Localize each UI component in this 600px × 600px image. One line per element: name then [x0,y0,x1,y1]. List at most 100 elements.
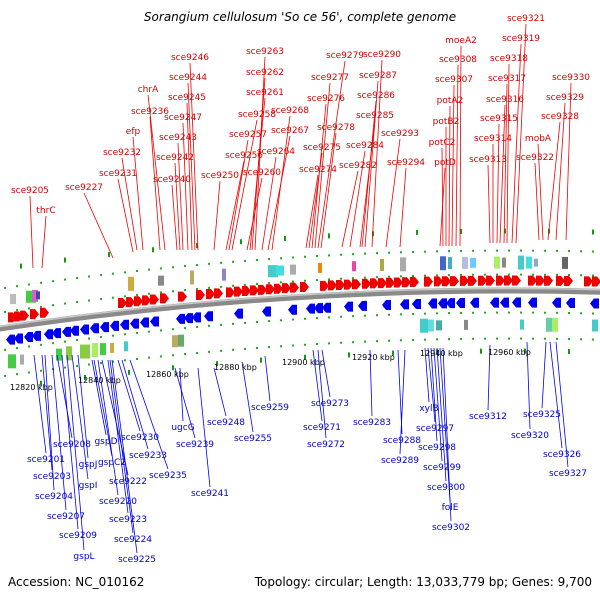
reverse-gene-label[interactable]: sce9273 [311,399,349,409]
forward-gene-label[interactable]: sce9250 [201,171,239,181]
reverse-gene-label[interactable]: sce9255 [234,434,272,444]
forward-gene-label[interactable]: sce9262 [246,68,284,78]
reverse-gene-label[interactable]: gspJ [79,460,98,470]
forward-gene-label[interactable]: sce9287 [359,71,397,81]
forward-gene-label[interactable]: sce9322 [516,153,554,163]
reverse-gene-label[interactable]: sce9326 [543,450,581,460]
forward-gene-label[interactable]: sce9240 [153,175,191,185]
forward-gene-label[interactable]: sce9277 [311,73,349,83]
forward-gene-label[interactable]: sce9264 [257,147,295,157]
forward-gene-label[interactable]: sce9231 [99,169,137,179]
forward-gene-label[interactable]: sce9293 [381,129,419,139]
forward-gene-label[interactable]: potC2 [429,138,456,148]
forward-gene-label[interactable]: sce9245 [168,93,206,103]
forward-gene-label[interactable]: sce9257 [229,130,267,140]
reverse-gene-label[interactable]: sce9283 [353,418,391,428]
reverse-gene-label[interactable]: gspC2 [98,458,126,468]
forward-gene-label[interactable]: potB2 [433,117,460,127]
forward-gene-label[interactable]: efp [126,127,141,137]
forward-gene-label[interactable]: sce9314 [474,134,512,144]
forward-gene-label[interactable]: moeA2 [445,36,477,46]
forward-gene-label[interactable]: mobA [525,134,552,144]
reverse-gene-label[interactable]: sce9327 [549,469,587,479]
reverse-gene-label[interactable]: sce9299 [423,463,461,473]
forward-gene-label[interactable]: sce9329 [546,93,584,103]
reverse-gene-label[interactable]: sce9272 [307,440,345,450]
forward-gene-label[interactable]: sce9261 [246,88,284,98]
track-dot [160,291,162,294]
reverse-gene-label[interactable]: sce9271 [303,423,341,433]
forward-gene-label[interactable]: sce9205 [11,186,49,196]
forward-gene-label[interactable]: sce9242 [156,153,194,163]
reverse-gene-label[interactable]: sce9312 [469,412,507,422]
reverse-gene-label[interactable]: sce9223 [109,515,147,525]
forward-gene-label[interactable]: sce9276 [307,94,345,104]
forward-gene-label[interactable]: sce9258 [238,110,276,120]
forward-gene-label[interactable]: sce9317 [488,74,526,84]
reverse-gene-label[interactable]: sce9288 [383,436,421,446]
forward-gene-label[interactable]: sce9307 [435,75,473,85]
forward-gene-label[interactable]: sce9290 [363,50,401,60]
forward-gene-label[interactable]: sce9244 [169,73,207,83]
forward-gene-label[interactable]: sce9315 [480,114,518,124]
reverse-gene-label[interactable]: sce9239 [176,440,214,450]
forward-gene-label[interactable]: sce9256 [225,151,263,161]
forward-gene-label[interactable]: potA2 [437,96,464,106]
forward-gene-label[interactable]: sce9268 [271,106,309,116]
reverse-gene-label[interactable]: sce9209 [59,531,97,541]
forward-gene-label[interactable]: sce9274 [299,165,337,175]
reverse-gene-label[interactable]: sce9289 [381,456,419,466]
reverse-gene-label[interactable]: ugcG [171,423,194,433]
reverse-gene-label[interactable]: sce9298 [418,443,456,453]
forward-gene-label[interactable]: sce9243 [159,133,197,143]
forward-gene-label[interactable]: sce9313 [469,155,507,165]
forward-gene-label[interactable]: sce9260 [243,168,281,178]
reverse-gene-label[interactable]: xylB [419,404,438,414]
reverse-gene-label[interactable]: sce9224 [114,535,152,545]
forward-gene-label[interactable]: sce9282 [339,161,377,171]
reverse-gene-label[interactable]: gspI [79,481,98,491]
reverse-gene-label[interactable]: sce9207 [47,512,85,522]
forward-gene-label[interactable]: sce9319 [502,34,540,44]
forward-gene-label[interactable]: sce9232 [103,148,141,158]
forward-gene-label[interactable]: sce9267 [271,126,309,136]
forward-gene-label[interactable]: sce9246 [171,53,209,63]
reverse-gene-label[interactable]: sce9204 [35,492,73,502]
forward-gene-label[interactable]: sce9278 [317,123,355,133]
reverse-gene-label[interactable]: sce9208 [53,440,91,450]
forward-gene-label[interactable]: chrA [138,85,159,95]
reverse-gene-label[interactable]: sce9233 [129,451,167,461]
forward-gene-label[interactable]: sce9227 [65,183,103,193]
reverse-gene-label[interactable]: sce9241 [191,489,229,499]
reverse-gene-label[interactable]: gspL [73,552,94,562]
forward-gene-label[interactable]: sce9294 [387,158,425,168]
forward-gene-label[interactable]: thrC [36,206,55,216]
reverse-gene-label[interactable]: sce9320 [511,431,549,441]
reverse-gene-label[interactable]: sce9235 [149,471,187,481]
forward-gene-label[interactable]: sce9316 [486,95,524,105]
reverse-gene-label[interactable]: sce9300 [427,483,465,493]
reverse-gene-label[interactable]: sce9302 [432,523,470,533]
forward-gene-label[interactable]: sce9321 [507,14,545,24]
forward-gene-label[interactable]: sce9263 [246,47,284,57]
reverse-gene-label[interactable]: sce9297 [416,424,454,434]
reverse-gene-label[interactable]: sce9220 [99,497,137,507]
forward-gene-label[interactable]: sce9318 [490,54,528,64]
reverse-gene-label[interactable]: gspD [94,437,117,447]
reverse-gene-label[interactable]: sce9230 [121,433,159,443]
reverse-gene-label[interactable]: sce9248 [207,418,245,428]
reverse-gene-label[interactable]: sce9201 [27,455,65,465]
forward-gene-label[interactable]: sce9328 [541,112,579,122]
forward-gene-label[interactable]: sce9247 [164,113,202,123]
track-dot [460,249,462,252]
forward-gene-label[interactable]: sce9286 [357,91,395,101]
reverse-gene-label[interactable]: sce9259 [251,403,289,413]
forward-gene-label[interactable]: potD [434,158,456,168]
forward-gene-label[interactable]: sce9330 [552,73,590,83]
reverse-gene-label[interactable]: sce9225 [118,555,156,565]
forward-gene-label[interactable]: sce9308 [439,55,477,65]
reverse-gene-label[interactable]: sce9325 [523,410,561,420]
forward-gene-label[interactable]: sce9279 [326,51,364,61]
reverse-gene-label[interactable]: sce9203 [33,472,71,482]
forward-gene-label[interactable]: sce9284 [346,141,384,151]
